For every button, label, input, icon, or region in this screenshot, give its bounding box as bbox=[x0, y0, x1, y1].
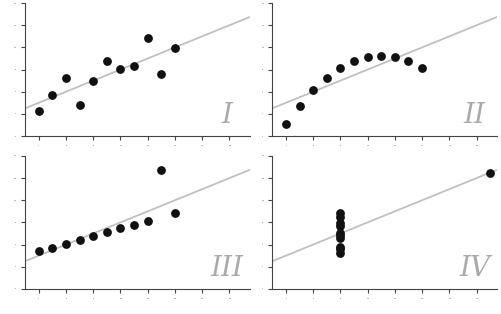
Point bbox=[130, 222, 138, 227]
Point bbox=[143, 218, 151, 223]
Point bbox=[76, 102, 84, 107]
Text: III: III bbox=[210, 255, 243, 282]
Point bbox=[376, 53, 384, 58]
Text: I: I bbox=[221, 102, 232, 129]
Point bbox=[363, 54, 371, 59]
Point bbox=[336, 245, 344, 250]
Point bbox=[404, 59, 412, 64]
Point bbox=[282, 121, 290, 126]
Point bbox=[336, 215, 344, 220]
Point bbox=[89, 234, 97, 239]
Point bbox=[336, 230, 344, 236]
Point bbox=[349, 58, 357, 63]
Point bbox=[143, 35, 151, 41]
Point bbox=[336, 223, 344, 228]
Point bbox=[336, 211, 344, 216]
Point bbox=[336, 66, 344, 71]
Point bbox=[89, 79, 97, 84]
Point bbox=[417, 66, 425, 71]
Point bbox=[336, 221, 344, 226]
Point bbox=[336, 236, 344, 241]
Point bbox=[48, 245, 56, 250]
Point bbox=[103, 58, 111, 63]
Point bbox=[157, 72, 165, 77]
Point bbox=[62, 241, 70, 246]
Point bbox=[103, 230, 111, 235]
Point bbox=[170, 45, 178, 50]
Point bbox=[336, 250, 344, 255]
Point bbox=[116, 226, 124, 231]
Point bbox=[295, 103, 303, 108]
Point bbox=[336, 247, 344, 252]
Point bbox=[485, 170, 493, 175]
Point bbox=[157, 167, 165, 172]
Point bbox=[130, 63, 138, 68]
Point bbox=[76, 237, 84, 242]
Point bbox=[170, 211, 178, 216]
Point bbox=[336, 232, 344, 237]
Point bbox=[35, 249, 43, 254]
Point bbox=[390, 55, 398, 60]
Point bbox=[48, 93, 56, 98]
Text: IV: IV bbox=[458, 255, 489, 282]
Point bbox=[35, 109, 43, 114]
Point bbox=[322, 75, 330, 80]
Point bbox=[116, 67, 124, 72]
Text: II: II bbox=[462, 102, 484, 129]
Point bbox=[62, 75, 70, 80]
Point bbox=[309, 88, 317, 93]
